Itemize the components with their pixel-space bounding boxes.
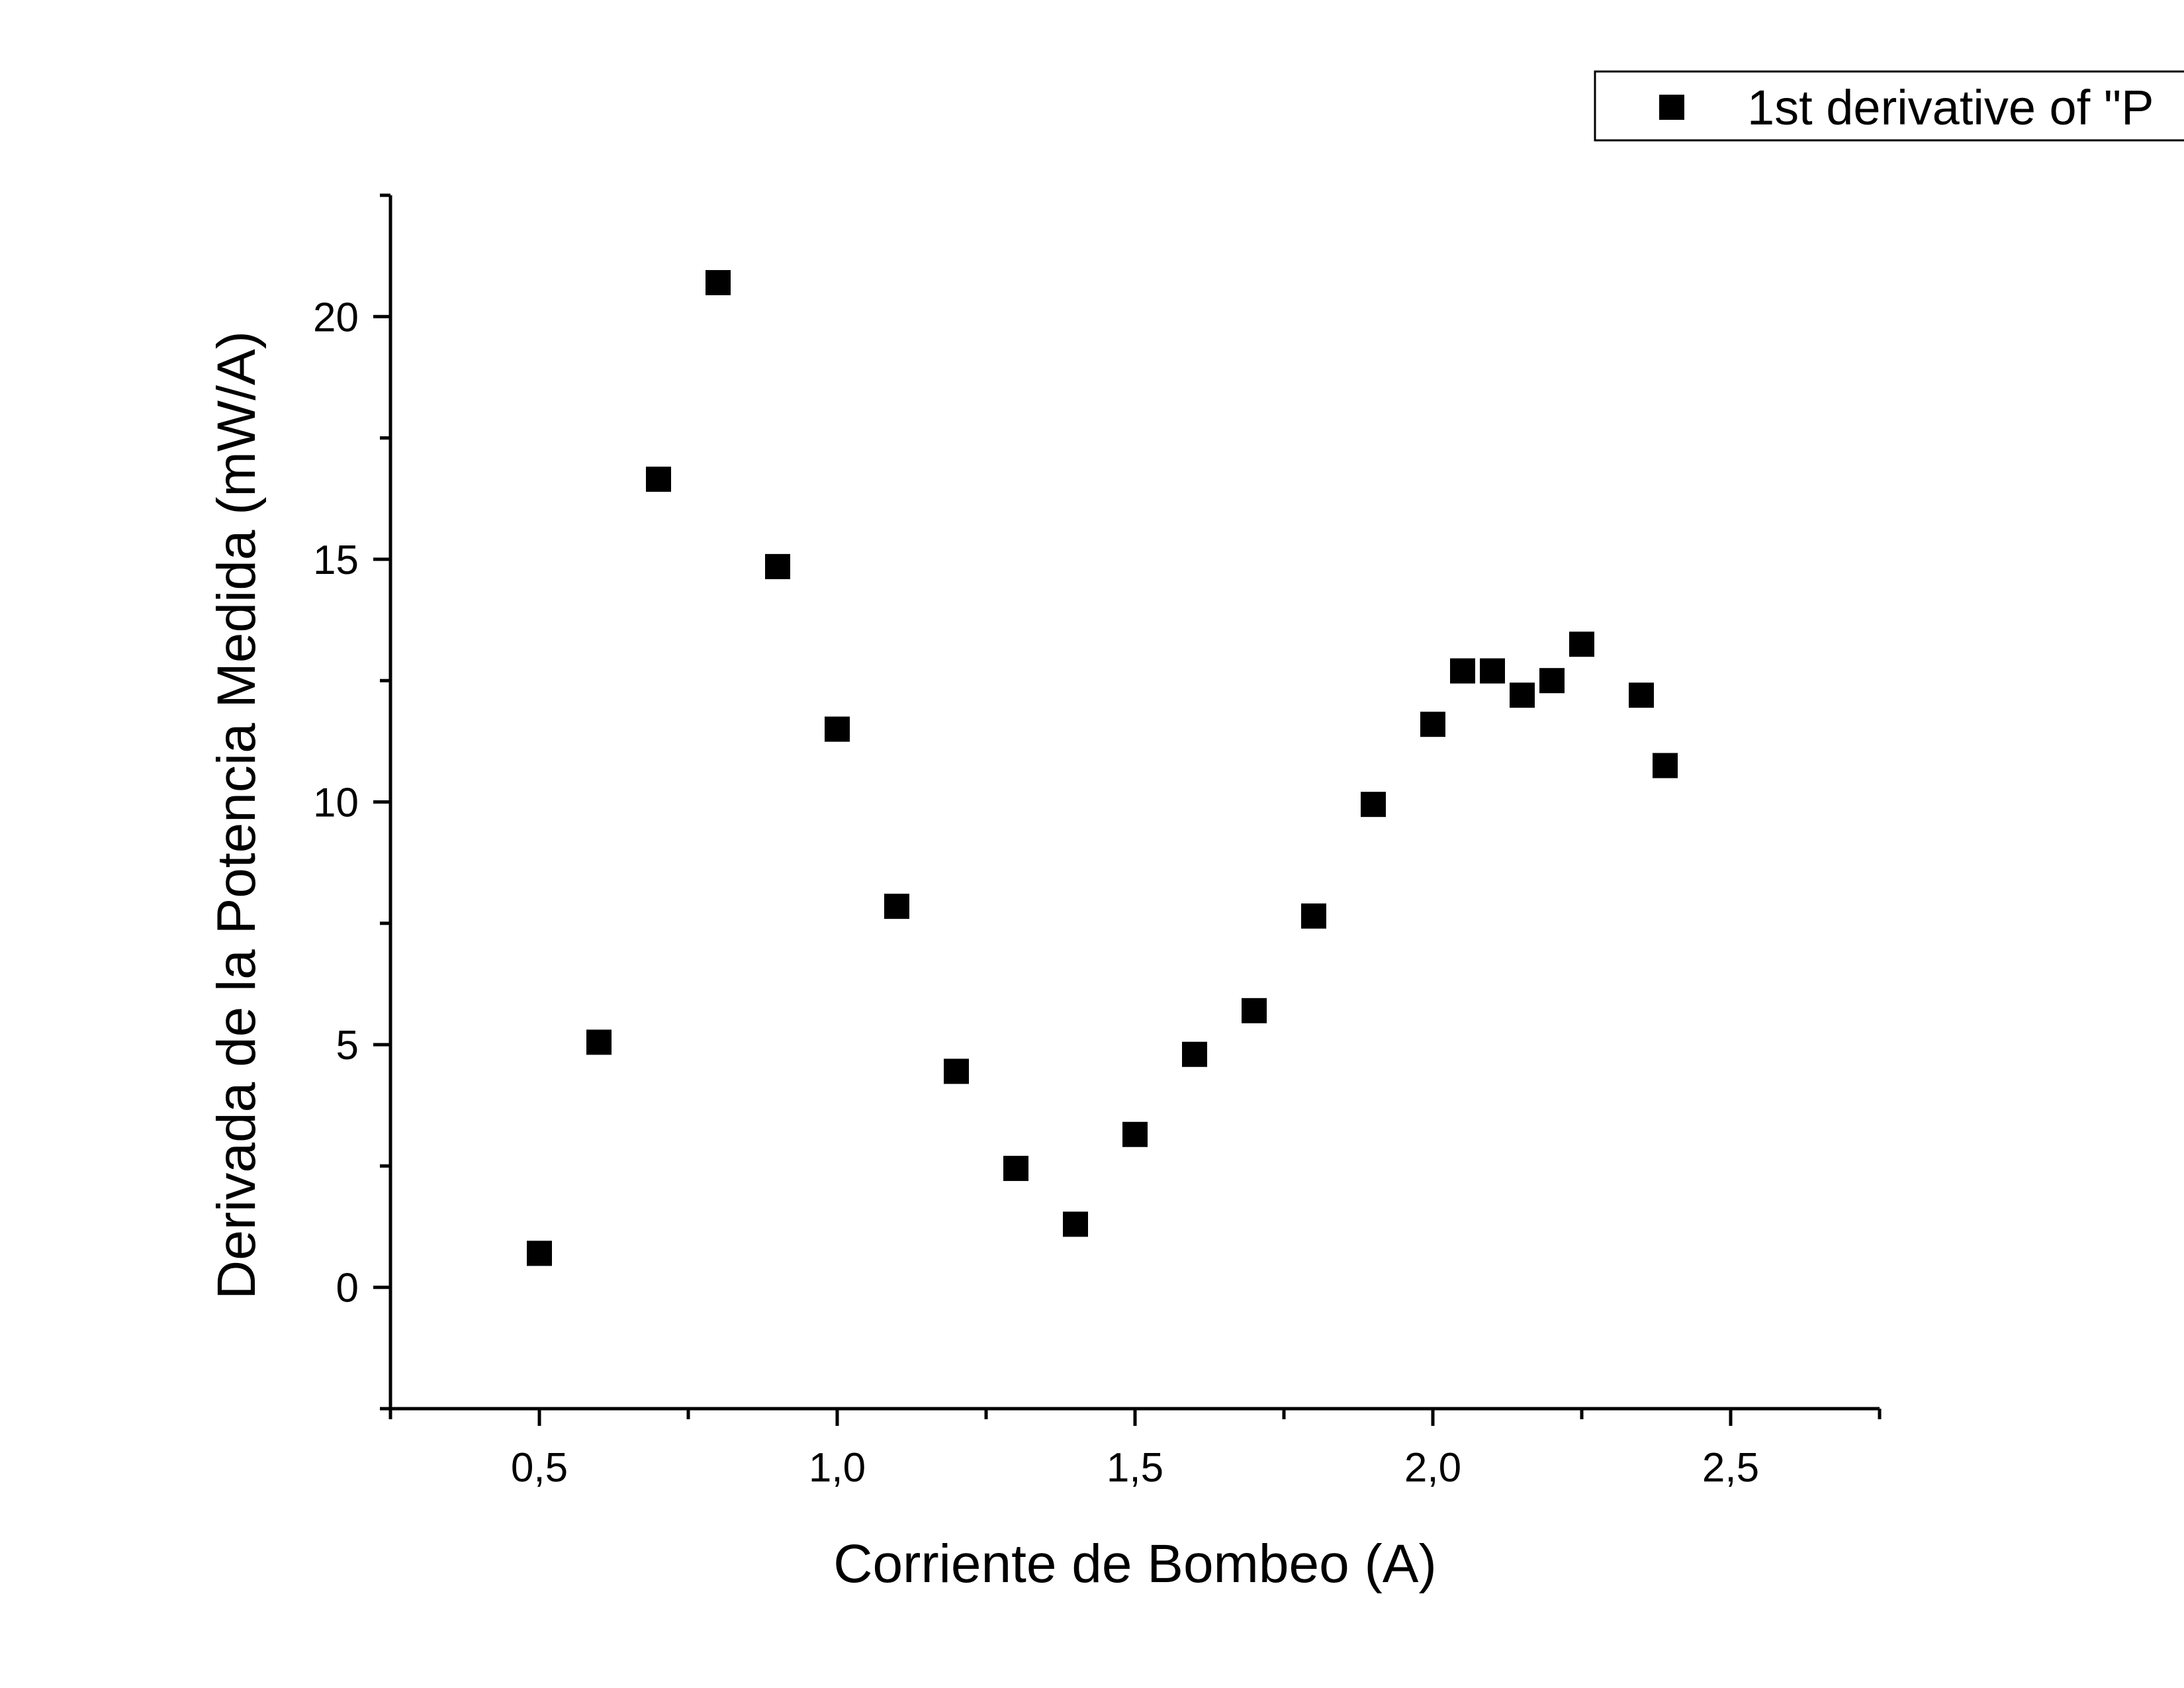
y-tick-label: 15 (313, 538, 359, 583)
data-point (586, 1029, 612, 1055)
legend-label: 1st derivative of "P (1747, 80, 2154, 135)
data-point (527, 1241, 552, 1266)
data-points (527, 269, 1678, 1266)
x-axis-title: Corriente de Bombeo (A) (833, 1534, 1437, 1594)
y-tick-label: 10 (313, 780, 359, 826)
data-point (765, 553, 790, 579)
data-point (944, 1058, 969, 1084)
x-tick-label: 2,5 (1702, 1445, 1759, 1491)
y-tick-label: 0 (336, 1266, 359, 1311)
y-axis-title: Derivada de la Potencia Medida (mW/A) (206, 331, 267, 1299)
data-point (1510, 682, 1535, 708)
data-point (1301, 903, 1326, 929)
legend-marker (1659, 95, 1684, 120)
x-ticks: 0,5 1,0 1,5 2,0 2,5 (388, 1409, 1882, 1491)
data-point (884, 894, 909, 919)
data-point (1420, 712, 1445, 737)
data-point (1182, 1041, 1207, 1067)
x-tick-label: 0,5 (511, 1445, 568, 1491)
data-point (1242, 998, 1267, 1023)
x-tick-label: 1,5 (1107, 1445, 1163, 1491)
y-ticks: 0 5 10 15 20 (313, 193, 390, 1411)
data-point (705, 269, 731, 295)
legend: 1st derivative of "P (1594, 70, 2184, 142)
data-point (1003, 1156, 1028, 1182)
y-tick-label: 20 (313, 295, 359, 340)
data-point (1361, 792, 1386, 818)
data-point (825, 716, 850, 742)
x-tick-label: 1,0 (809, 1445, 866, 1491)
axes (388, 195, 1880, 1411)
y-tick-label: 5 (336, 1023, 359, 1068)
data-point (1629, 682, 1654, 708)
data-point (1063, 1211, 1088, 1237)
data-point (1450, 658, 1475, 684)
legend-box (1594, 70, 2184, 142)
data-point (1539, 668, 1565, 694)
x-tick-label: 2,0 (1404, 1445, 1461, 1491)
data-point (1569, 632, 1594, 657)
data-point (1480, 658, 1505, 684)
data-point (646, 466, 671, 492)
data-point (1653, 753, 1678, 778)
data-point (1122, 1121, 1148, 1147)
